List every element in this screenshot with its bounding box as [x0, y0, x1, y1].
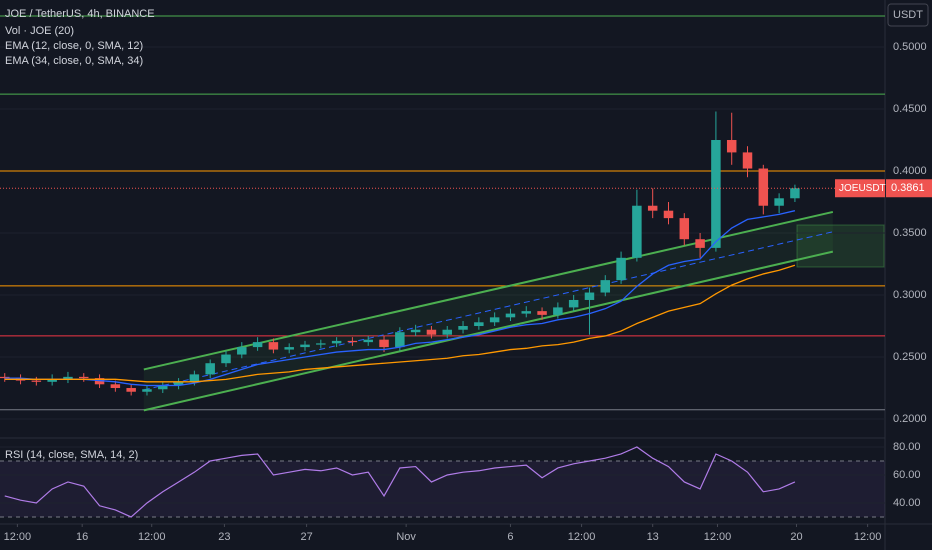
x-tick-label: 23	[218, 531, 230, 543]
candle-body	[189, 374, 200, 382]
legend-entry: EMA (12, close, 0, SMA, 12)	[5, 40, 143, 52]
candle-body	[63, 376, 73, 380]
candle-body	[679, 218, 690, 240]
candle-body	[742, 152, 753, 169]
candle-body	[142, 389, 152, 392]
rsi-line	[4, 446, 796, 518]
candle-body	[79, 376, 89, 379]
legend-entry: Vol · JOE (20)	[5, 25, 74, 37]
x-tick-label: 20	[790, 531, 802, 543]
candle-body	[316, 343, 326, 345]
rsi-title: RSI (14, close, SMA, 14, 2)	[5, 449, 138, 461]
x-tick-label: 12:00	[704, 531, 732, 543]
candle-body	[221, 354, 231, 364]
candle-body	[237, 347, 247, 355]
y-tick-label: 0.4000	[893, 165, 927, 177]
chart-title: JOE / TetherUS, 4h, BINANCE	[5, 8, 155, 20]
last-price-bg	[886, 179, 932, 198]
candle-body	[489, 317, 500, 323]
x-tick-label: Nov	[396, 531, 416, 543]
x-tick-label: 16	[76, 531, 88, 543]
ema-line	[4, 264, 796, 383]
candle-body	[600, 280, 611, 293]
candle-body	[726, 140, 737, 153]
candle-body	[521, 311, 531, 314]
candle-body	[537, 311, 547, 315]
channel-lower	[143, 250, 834, 412]
candle-body	[284, 347, 294, 350]
candle-body	[347, 340, 358, 343]
candle-body	[711, 140, 721, 248]
x-tick-label: 12:00	[568, 531, 596, 543]
x-tick-label: 12:00	[854, 531, 882, 543]
y-tick-label: 0.4500	[893, 103, 927, 115]
candle-body	[758, 168, 769, 206]
candle-body	[695, 239, 705, 248]
candle-body	[379, 339, 389, 348]
y-tick-label: 0.5000	[893, 41, 927, 53]
candle-body	[568, 299, 579, 308]
candle-body	[410, 329, 421, 333]
candle-body	[426, 329, 437, 335]
candle-body	[252, 342, 263, 348]
candle-body	[395, 332, 405, 348]
candle-body	[300, 344, 310, 348]
candle-body	[553, 307, 563, 315]
y-tick-label: 0.3500	[893, 227, 927, 239]
candle-body	[505, 313, 516, 318]
candle-body	[173, 381, 184, 386]
candle-body	[31, 380, 42, 382]
x-tick-label: 12:00	[4, 531, 32, 543]
ema-line	[4, 210, 796, 387]
rsi-tick-label: 80.00	[893, 441, 921, 453]
channel-mid	[143, 231, 833, 391]
x-tick-label: 6	[507, 531, 513, 543]
candle-body	[47, 379, 57, 382]
y-tick-label: 0.3000	[893, 289, 927, 301]
candle-body	[663, 210, 674, 219]
candle-body	[774, 198, 784, 206]
candle-body	[363, 339, 373, 343]
candle-body	[474, 322, 484, 327]
candle-body	[205, 363, 215, 375]
y-tick-label: 0.2000	[893, 413, 927, 425]
rsi-tick-label: 40.00	[893, 497, 921, 509]
candle-body	[632, 205, 642, 258]
candle-body	[158, 385, 168, 390]
candle-body	[331, 340, 342, 344]
currency-button[interactable]	[887, 3, 929, 27]
y-tick-label: 0.2500	[893, 351, 927, 363]
rsi-tick-label: 60.00	[893, 469, 921, 481]
candle-body	[268, 342, 279, 350]
candle-body	[584, 292, 595, 300]
currency[interactable]: USDT	[893, 9, 923, 21]
candle-body	[442, 329, 452, 335]
x-tick-label: 12:00	[138, 531, 166, 543]
x-tick-label: 27	[300, 531, 312, 543]
last-price: 0.3861	[891, 182, 925, 194]
position-box	[796, 224, 885, 268]
symbol-label-bg	[835, 179, 885, 198]
symbol-label: JOEUSDT	[839, 183, 886, 194]
candle-body	[647, 205, 658, 211]
candle-body	[616, 257, 626, 281]
legend-entry: EMA (34, close, 0, SMA, 34)	[5, 55, 143, 67]
candle-body	[458, 326, 468, 330]
x-tick-label: 13	[647, 531, 659, 543]
candle-body	[790, 188, 800, 199]
candle-body	[110, 384, 121, 389]
candle-body	[126, 388, 136, 392]
rsi-band	[0, 460, 885, 517]
